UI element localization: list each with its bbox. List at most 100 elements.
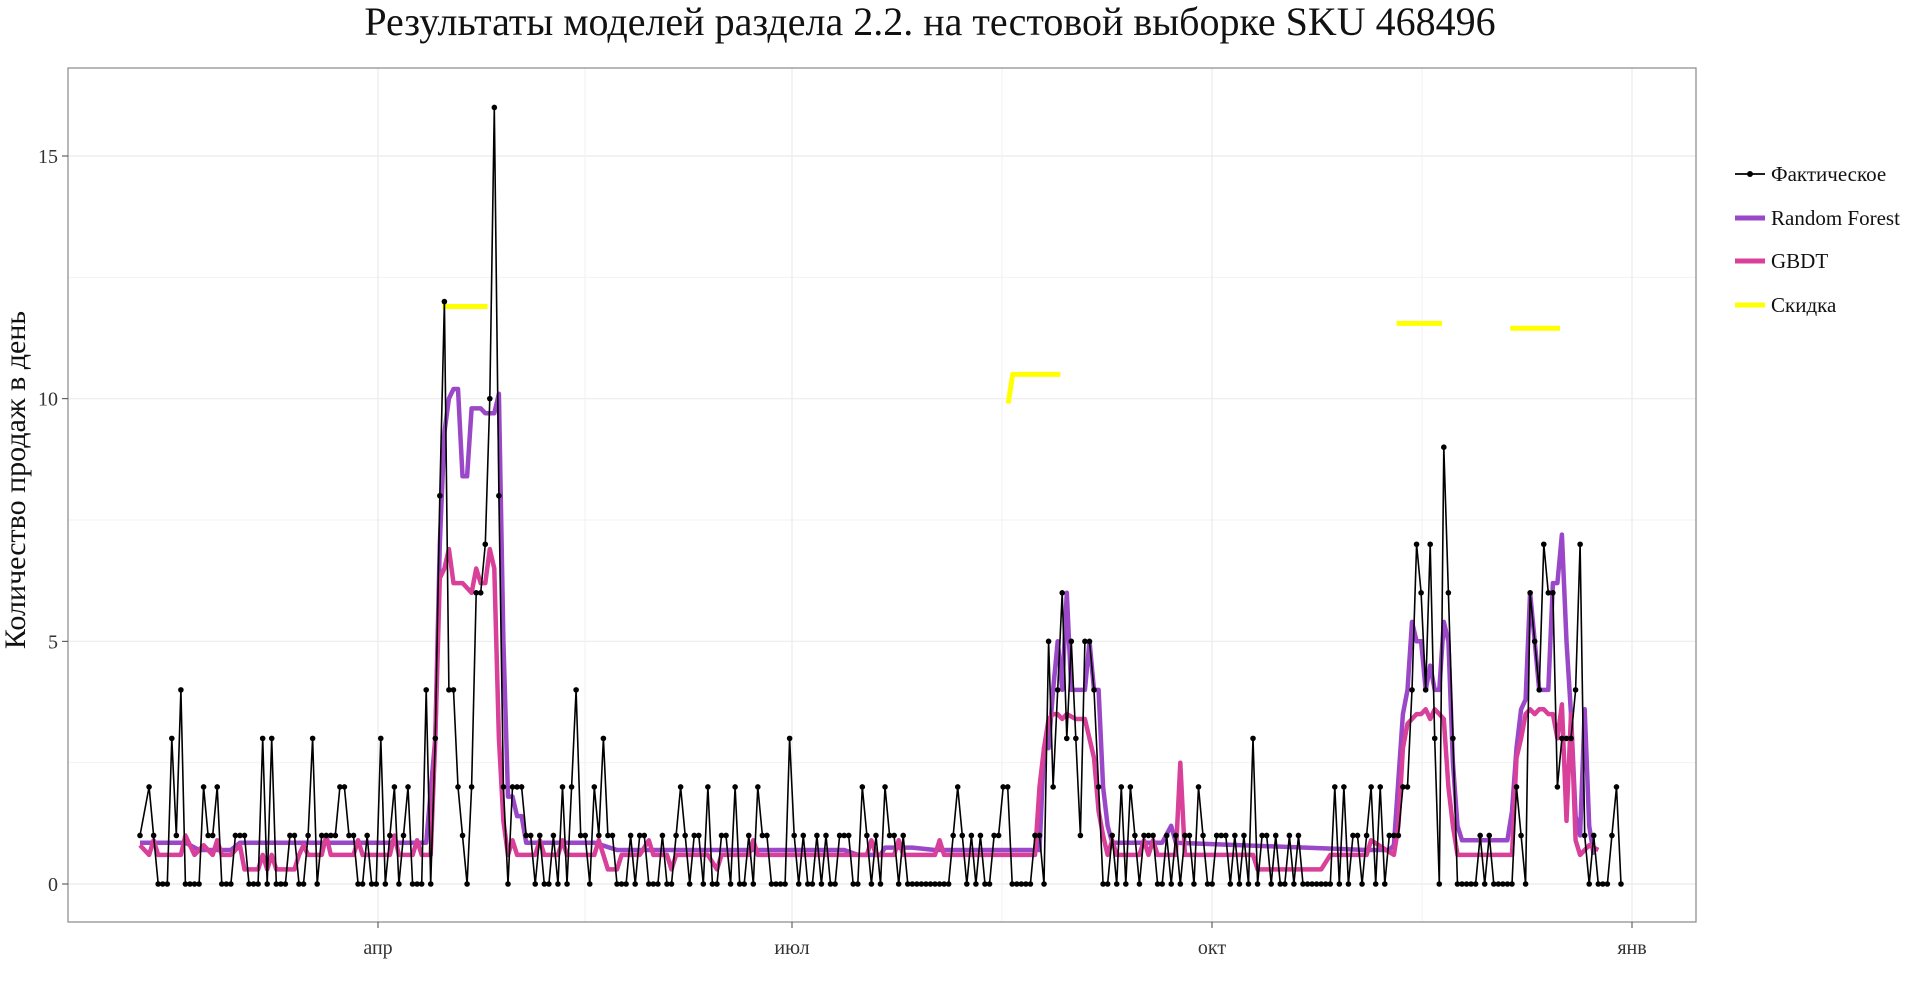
- data-point-actual: [1045, 638, 1052, 645]
- data-point-actual: [1300, 881, 1306, 887]
- data-point-actual: [1132, 832, 1138, 839]
- data-point-actual: [995, 832, 1002, 839]
- data-point-actual: [264, 881, 271, 887]
- data-point-actual: [1082, 638, 1088, 645]
- data-point-actual: [287, 832, 293, 839]
- data-point-actual: [346, 832, 352, 839]
- series-line-gbdt: [138, 546, 1600, 872]
- data-point-actual: [523, 832, 529, 839]
- data-point-actual: [677, 784, 684, 790]
- data-point-actual: [1581, 832, 1588, 839]
- data-point-actual: [1304, 881, 1311, 887]
- data-point-actual: [259, 735, 266, 742]
- data-point-actual: [1236, 881, 1243, 887]
- data-point-actual: [1441, 444, 1447, 451]
- data-point-actual: [1000, 784, 1006, 790]
- data-point-actual: [496, 492, 502, 499]
- data-point-actual: [1041, 881, 1047, 887]
- data-point-actual: [1391, 832, 1397, 839]
- data-point-actual: [441, 298, 448, 305]
- data-point-actual: [500, 784, 507, 790]
- data-point-actual: [886, 832, 893, 839]
- data-point-actual: [832, 881, 838, 887]
- data-point-actual: [882, 784, 888, 790]
- data-point-actual: [359, 881, 366, 887]
- data-point-actual: [1350, 832, 1356, 839]
- data-point-actual: [859, 784, 866, 790]
- data-point-actual: [845, 832, 852, 839]
- data-point-actual: [1077, 832, 1084, 839]
- data-point-actual: [278, 881, 284, 887]
- data-point-actual: [1395, 832, 1402, 839]
- plot-background: [68, 68, 1696, 922]
- data-point-actual: [268, 735, 275, 742]
- data-point-actual: [1413, 541, 1420, 548]
- data-point-actual: [1023, 881, 1029, 887]
- data-point-actual: [196, 881, 202, 887]
- data-point-actual: [146, 784, 152, 790]
- data-point-actual: [759, 832, 766, 839]
- data-point-actual: [223, 881, 230, 887]
- data-point-actual: [1518, 832, 1524, 839]
- data-point-actual: [1095, 784, 1102, 790]
- data-point-actual: [309, 735, 316, 742]
- data-point-actual: [1059, 590, 1066, 596]
- data-point-actual: [1295, 832, 1302, 839]
- chart-title: Результаты моделей раздела 2.2. на тесто…: [364, 0, 1495, 44]
- data-point-actual: [904, 881, 911, 887]
- data-point-actual: [814, 832, 820, 839]
- data-point-actual: [982, 881, 988, 887]
- data-point-actual: [1250, 735, 1256, 742]
- data-point-actual: [991, 832, 997, 839]
- data-point-actual: [1104, 881, 1111, 887]
- data-point-actual: [1222, 832, 1229, 839]
- data-point-actual: [273, 881, 280, 887]
- data-point-actual: [736, 881, 743, 887]
- data-point-actual: [164, 881, 171, 887]
- data-point-actual: [1504, 881, 1511, 887]
- legend-label-gbdt: GBDT: [1771, 249, 1828, 273]
- data-point-actual: [691, 832, 698, 839]
- data-point-actual: [1477, 832, 1483, 839]
- data-point-actual: [636, 832, 643, 839]
- data-point-actual: [977, 832, 984, 839]
- data-point-actual: [927, 881, 934, 887]
- data-point-actual: [1363, 832, 1370, 839]
- data-point-actual: [1054, 687, 1061, 693]
- data-point-actual: [718, 832, 725, 839]
- data-point-actual: [732, 784, 738, 790]
- data-point-actual: [745, 832, 752, 839]
- data-point-actual: [387, 832, 393, 839]
- data-point-actual: [437, 492, 443, 499]
- data-point-actual: [1381, 881, 1388, 887]
- data-point-actual: [527, 832, 534, 839]
- data-point-actual: [1227, 881, 1234, 887]
- data-point-actual: [1481, 881, 1488, 887]
- data-point-actual: [818, 881, 825, 887]
- data-point-actual: [1527, 590, 1533, 596]
- data-point-actual: [841, 832, 847, 839]
- data-point-actual: [1568, 735, 1574, 742]
- data-point-actual: [659, 832, 666, 839]
- data-point-actual: [391, 784, 398, 790]
- data-point-actual: [341, 784, 348, 790]
- data-point-actual: [1277, 881, 1284, 887]
- data-point-actual: [850, 881, 857, 887]
- data-point-actual: [209, 832, 216, 839]
- data-point-actual: [854, 881, 861, 887]
- data-point-actual: [1431, 735, 1438, 742]
- data-point-actual: [1604, 881, 1611, 887]
- data-point-actual: [1618, 881, 1624, 887]
- data-point-actual: [964, 881, 970, 887]
- data-point-actual: [564, 881, 570, 887]
- data-point-actual: [959, 832, 966, 839]
- data-point-actual: [900, 832, 907, 839]
- data-point-actual: [591, 784, 598, 790]
- data-point-actual: [427, 881, 434, 887]
- data-point-actual: [909, 881, 916, 887]
- data-point-actual: [178, 687, 184, 693]
- data-point-actual: [1422, 687, 1429, 693]
- data-point-actual: [646, 881, 652, 887]
- y-tick-label: 15: [38, 146, 58, 168]
- data-point-actual: [782, 881, 788, 887]
